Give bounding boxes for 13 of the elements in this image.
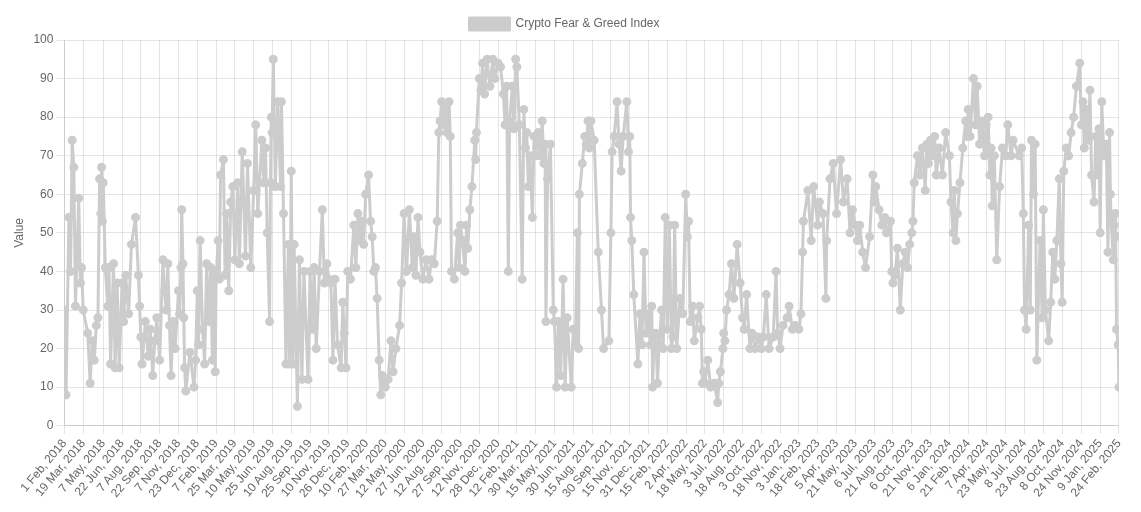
legend-label: Crypto Fear & Greed Index [515,16,660,31]
y-tick-label: 90 [40,70,54,85]
y-tick-label: 30 [40,302,54,317]
y-axis-title: Value [11,217,26,248]
y-tick-label: 40 [40,263,54,278]
y-tick-label: 0 [46,418,54,433]
y-tick-label: 70 [40,148,54,163]
y-tick-label: 80 [40,109,54,124]
y-tick-label: 60 [40,186,54,201]
y-tick-label: 50 [40,225,54,240]
y-tick-label: 100 [33,32,54,47]
y-tick-label: 10 [40,379,54,394]
y-tick-label: 20 [40,340,54,355]
